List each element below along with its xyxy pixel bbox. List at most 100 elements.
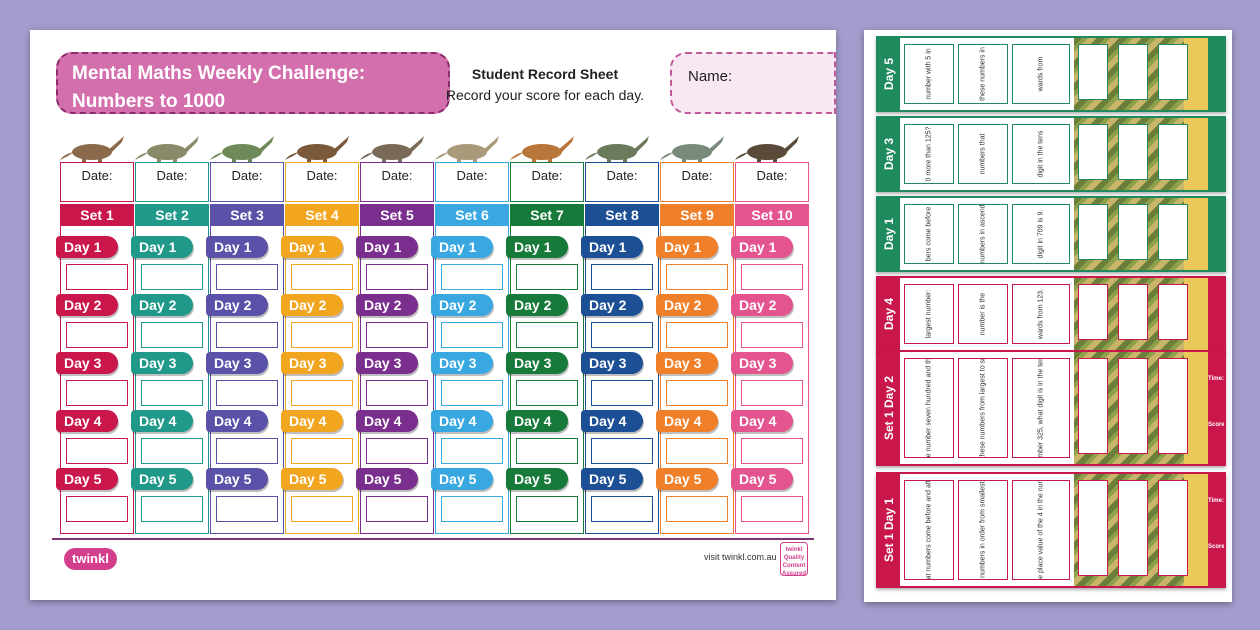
- score-box[interactable]: [366, 380, 428, 406]
- score-box[interactable]: [291, 496, 353, 522]
- date-field[interactable]: Date:: [135, 162, 209, 202]
- score-box[interactable]: [591, 496, 653, 522]
- date-field[interactable]: Date:: [210, 162, 284, 202]
- score-box[interactable]: [216, 496, 278, 522]
- answer-box[interactable]: [1158, 480, 1188, 576]
- date-field[interactable]: Date:: [585, 162, 659, 202]
- day-tab: Day 2: [56, 294, 118, 316]
- card-label: Day 3: [882, 137, 896, 171]
- score-box[interactable]: [516, 438, 578, 464]
- score-box[interactable]: [591, 438, 653, 464]
- score-box[interactable]: [216, 438, 278, 464]
- answer-box[interactable]: [1118, 480, 1148, 576]
- answer-box[interactable]: [1078, 358, 1108, 454]
- score-box[interactable]: [516, 264, 578, 290]
- day-tab: Day 5: [356, 468, 418, 490]
- card-side-bar: [1208, 278, 1224, 350]
- day-tab: Day 5: [656, 468, 718, 490]
- score-box[interactable]: [291, 438, 353, 464]
- score-box[interactable]: [441, 380, 503, 406]
- score-box[interactable]: [141, 438, 203, 464]
- answer-box[interactable]: [1078, 204, 1108, 260]
- score-box[interactable]: [366, 438, 428, 464]
- score-box[interactable]: [216, 322, 278, 348]
- score-box[interactable]: [141, 496, 203, 522]
- score-box[interactable]: [66, 438, 128, 464]
- answer-box[interactable]: [1118, 358, 1148, 454]
- score-box[interactable]: [216, 264, 278, 290]
- score-box[interactable]: [66, 322, 128, 348]
- answer-box[interactable]: [1078, 480, 1108, 576]
- score-box[interactable]: [666, 438, 728, 464]
- score-box[interactable]: [666, 264, 728, 290]
- date-field[interactable]: Date:: [60, 162, 134, 202]
- score-box[interactable]: [516, 496, 578, 522]
- score-box[interactable]: [741, 438, 803, 464]
- date-field[interactable]: Date:: [285, 162, 359, 202]
- day-tab: Day 5: [206, 468, 268, 490]
- date-label: Date:: [81, 168, 113, 183]
- score-box[interactable]: [516, 322, 578, 348]
- score-box[interactable]: [441, 264, 503, 290]
- answer-box[interactable]: [1118, 124, 1148, 180]
- date-field[interactable]: Date:: [735, 162, 809, 202]
- score-box[interactable]: [441, 322, 503, 348]
- answer-box[interactable]: [1158, 44, 1188, 100]
- score-box[interactable]: [441, 438, 503, 464]
- answer-box[interactable]: [1118, 284, 1148, 340]
- score-box[interactable]: [216, 380, 278, 406]
- date-label: Date:: [456, 168, 488, 183]
- answer-box[interactable]: [1158, 124, 1188, 180]
- score-box[interactable]: [666, 496, 728, 522]
- date-field[interactable]: Date:: [435, 162, 509, 202]
- score-box[interactable]: [666, 322, 728, 348]
- card-label: Day 4: [882, 297, 896, 331]
- question-text: Order these numbers from largest to smal…: [979, 358, 987, 458]
- score-box[interactable]: [366, 264, 428, 290]
- score-box[interactable]: [291, 264, 353, 290]
- record-sheet: Mental Maths Weekly Challenge: Numbers t…: [30, 30, 836, 600]
- answer-box[interactable]: [1078, 124, 1108, 180]
- question-box: digit in the tens: [1012, 124, 1070, 184]
- score-box[interactable]: [741, 322, 803, 348]
- score-box[interactable]: [441, 496, 503, 522]
- score-box[interactable]: [741, 380, 803, 406]
- score-box[interactable]: [591, 380, 653, 406]
- score-box[interactable]: [141, 322, 203, 348]
- day-tab: Day 4: [506, 410, 568, 432]
- score-box[interactable]: [741, 264, 803, 290]
- score-box[interactable]: [66, 380, 128, 406]
- set-header: Set 4: [285, 204, 359, 226]
- answer-box[interactable]: [1118, 204, 1148, 260]
- score-box[interactable]: [291, 322, 353, 348]
- question-box: wards from: [1012, 44, 1070, 104]
- day-tab: Day 2: [281, 294, 343, 316]
- score-box[interactable]: [591, 322, 653, 348]
- day-tab: Day 3: [431, 352, 493, 374]
- answer-box[interactable]: [1078, 44, 1108, 100]
- score-box[interactable]: [666, 380, 728, 406]
- score-box[interactable]: [66, 264, 128, 290]
- answer-box[interactable]: [1078, 284, 1108, 340]
- score-box[interactable]: [66, 496, 128, 522]
- date-field[interactable]: Date:: [510, 162, 584, 202]
- date-label: Date:: [231, 168, 263, 183]
- question-box: wards from 123.: [1012, 284, 1070, 344]
- name-field[interactable]: Name:: [670, 52, 836, 114]
- score-box[interactable]: [291, 380, 353, 406]
- date-field[interactable]: Date:: [360, 162, 434, 202]
- answer-box[interactable]: [1118, 44, 1148, 100]
- score-box[interactable]: [741, 496, 803, 522]
- question-box: se numbers in ascending: [958, 204, 1008, 264]
- score-box[interactable]: [141, 264, 203, 290]
- score-box[interactable]: [141, 380, 203, 406]
- answer-box[interactable]: [1158, 284, 1188, 340]
- score-box[interactable]: [366, 496, 428, 522]
- answer-box[interactable]: [1158, 358, 1188, 454]
- score-box[interactable]: [516, 380, 578, 406]
- answer-box[interactable]: [1158, 204, 1188, 260]
- date-field[interactable]: Date:: [660, 162, 734, 202]
- score-box[interactable]: [366, 322, 428, 348]
- score-box[interactable]: [591, 264, 653, 290]
- record-subtitle: Record your score for each day.: [445, 87, 645, 103]
